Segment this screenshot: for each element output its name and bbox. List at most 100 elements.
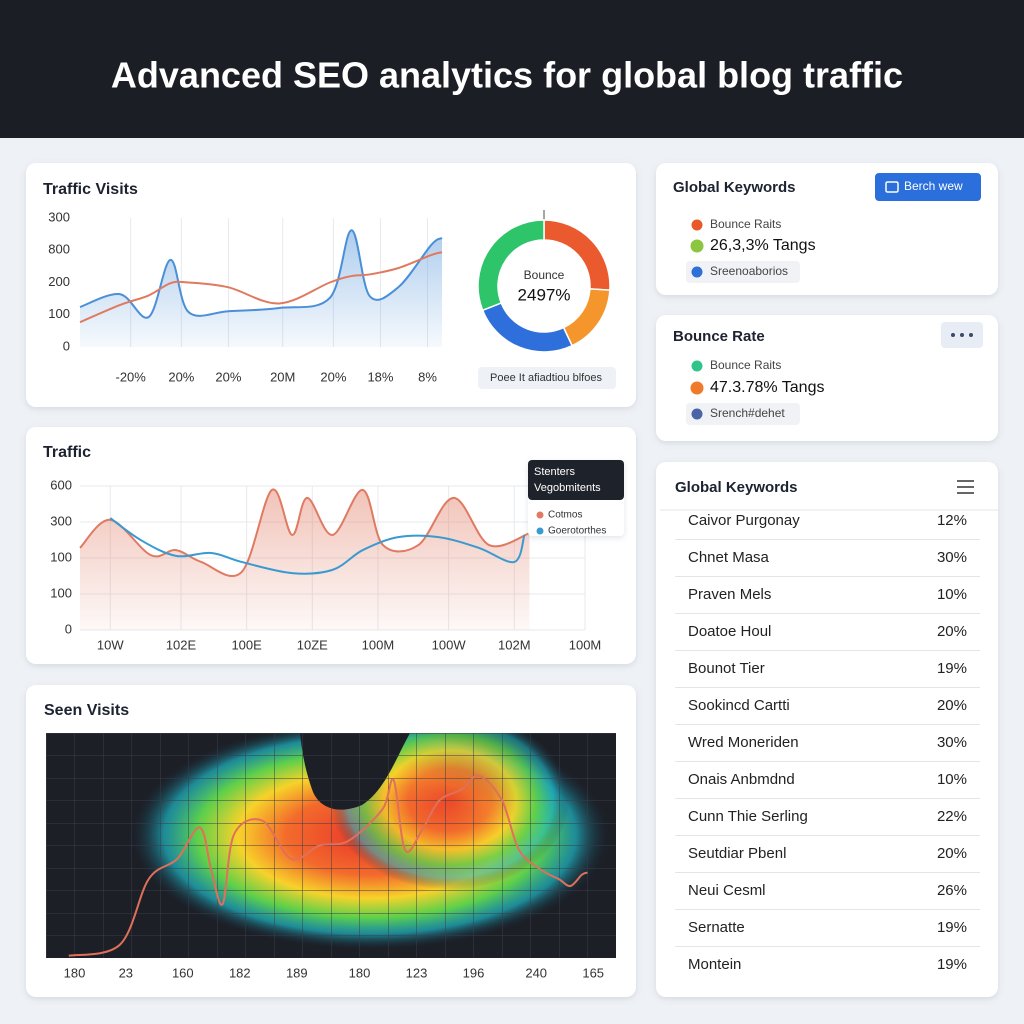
keyword-name: Caivor Purgonay [688,512,800,529]
line [79,251,443,324]
y-tick-label: 300 [48,209,70,224]
keyword-share: 30% [937,734,967,751]
chart-title: Traffic [43,444,91,461]
button-label[interactable]: Berch wew [904,179,963,193]
area [80,230,442,347]
y-tick-label: 100 [50,585,72,600]
keyword-share: 20% [937,697,967,714]
dot [969,333,973,337]
keyword-name: Wred Moneriden [688,734,799,751]
keyword-share: 19% [937,919,967,936]
keyword-name: Sernatte [688,919,745,936]
y-tick-label: 0 [65,621,72,636]
keyword-name: Montein [688,956,741,973]
x-tick-label: 20% [320,369,346,384]
x-tick-label: 189 [286,965,308,980]
keyword-share: 10% [937,771,967,788]
caption-pill [478,367,616,389]
pill [686,261,800,283]
keyword-name: Doatoe Houl [688,623,771,640]
y-tick-label: 800 [48,242,70,257]
legend-dot [690,381,704,395]
x-tick-label: 165 [582,965,604,980]
legend-label: Bounce Raits [710,358,781,372]
y-tick-label: 600 [50,477,72,492]
x-tick-label: 23 [119,965,133,980]
line [79,229,443,319]
center-value: 2497% [518,285,571,304]
x-tick-label: 180 [349,965,371,980]
page-title: Advanced SEO analytics for global blog t… [111,55,903,96]
chart-title: Seen Visits [44,702,129,719]
legend-label: Sreenoaborios [710,264,788,278]
dot [951,333,955,337]
center-label: Bounce [524,268,565,282]
keyword-name: Onais Anbmdnd [688,771,795,788]
area [80,489,530,630]
x-tick-label: 18% [367,369,393,384]
chart-caption: Poee It afiadtiou blfoes [490,372,602,384]
button-icon [885,181,899,193]
keyword-share: 19% [937,956,967,973]
keyword-name: Bounot Tier [688,660,765,677]
legend-header [528,460,624,500]
keyword-share: 20% [937,623,967,640]
keyword-share: 19% [937,660,967,677]
legend-title: Stenters Vegobmitents [534,466,601,494]
keyword-share: 12% [937,512,967,529]
x-tick-label: -20% [116,369,147,384]
legend-label: Bounce Raits [710,217,781,231]
x-tick-label: 20% [215,369,241,384]
card [656,462,998,997]
legend-label: 26,3,3% Tangs [710,237,816,254]
legend-dot [691,266,703,278]
legend-swatch [536,527,544,535]
card-title: Bounce Rate [673,328,765,345]
legend-dot [691,408,703,420]
line [109,517,526,575]
y-tick-label: 300 [50,513,72,528]
menu-icon[interactable] [957,480,974,494]
pie-slice [477,219,545,312]
keyword-name: Praven Mels [688,586,771,603]
x-tick-label: 196 [463,965,485,980]
x-tick-label: 10W [97,637,124,652]
legend-title-box: Stenters Vegobmitents [534,466,601,494]
x-tick-label: 180 [64,965,86,980]
legend-label: Cotmos [548,510,582,521]
x-tick-label: 160 [172,965,194,980]
header-bar [0,0,1024,138]
pill [686,403,800,425]
button[interactable] [875,173,981,201]
legend-label: Srench#dehet [710,406,785,420]
keyword-share: 20% [937,845,967,862]
y-tick-label: 100 [48,306,70,321]
keyword-name: Cunn Thie Serling [688,808,808,825]
legend-label: 47.3.78% Tangs [710,379,824,396]
keyword-share: 10% [937,586,967,603]
legend-dot [690,239,704,253]
x-tick-label: 123 [406,965,428,980]
legend-dot [691,219,703,231]
keyword-share: 30% [937,549,967,566]
keyword-name: Neui Cesml [688,882,766,899]
chart-title: Traffic Visits [43,181,138,198]
keyword-name: Chnet Masa [688,549,770,566]
x-tick-label: 102E [166,637,197,652]
legend-dot [691,360,703,372]
card-title: Global Keywords [673,179,796,196]
y-tick-label: 0 [63,338,70,353]
keyword-name: Seutdiar Pbenl [688,845,786,862]
keyword-share: 26% [937,882,967,899]
x-tick-label: 102M [498,637,531,652]
keyword-share: 22% [937,808,967,825]
y-tick-label: 200 [48,274,70,289]
x-tick-label: 20M [270,369,295,384]
heatmap-grid [46,733,616,958]
dot [960,333,964,337]
legend-label: Goerotorthes [548,526,606,537]
x-tick-label: 100E [231,637,262,652]
line [79,488,530,578]
card-title: Global Keywords [675,479,798,496]
